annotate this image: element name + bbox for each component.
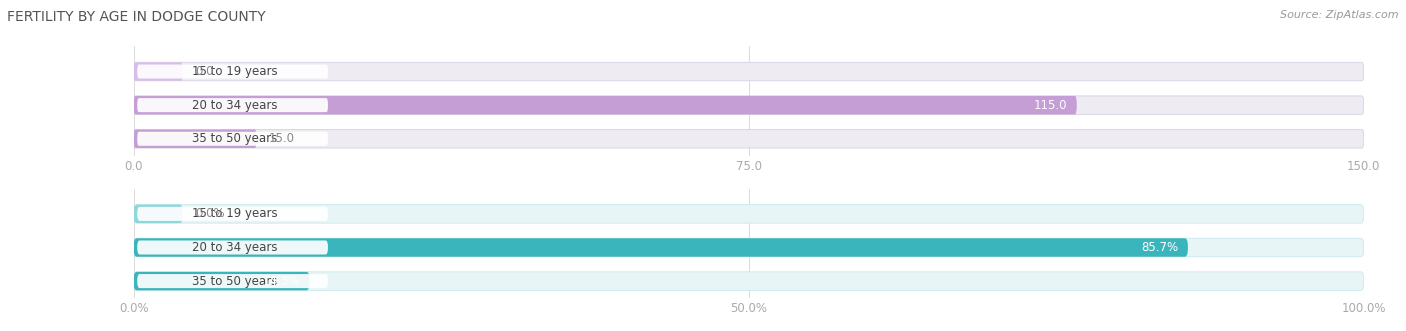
FancyBboxPatch shape bbox=[134, 96, 1364, 115]
Text: 0.0%: 0.0% bbox=[195, 208, 225, 220]
Text: 20 to 34 years: 20 to 34 years bbox=[193, 99, 278, 112]
Text: 15 to 19 years: 15 to 19 years bbox=[193, 208, 278, 220]
FancyBboxPatch shape bbox=[134, 238, 1364, 257]
FancyBboxPatch shape bbox=[138, 65, 328, 78]
Text: 15.0: 15.0 bbox=[269, 132, 295, 145]
Text: Source: ZipAtlas.com: Source: ZipAtlas.com bbox=[1281, 10, 1399, 20]
Text: 0.0: 0.0 bbox=[195, 65, 214, 78]
FancyBboxPatch shape bbox=[134, 205, 1364, 223]
FancyBboxPatch shape bbox=[134, 272, 309, 290]
FancyBboxPatch shape bbox=[134, 129, 1364, 148]
Text: 115.0: 115.0 bbox=[1033, 99, 1067, 112]
FancyBboxPatch shape bbox=[134, 62, 183, 81]
FancyBboxPatch shape bbox=[134, 205, 183, 223]
FancyBboxPatch shape bbox=[134, 129, 257, 148]
FancyBboxPatch shape bbox=[134, 96, 1077, 115]
Text: FERTILITY BY AGE IN DODGE COUNTY: FERTILITY BY AGE IN DODGE COUNTY bbox=[7, 10, 266, 24]
FancyBboxPatch shape bbox=[138, 98, 328, 112]
Text: 14.3%: 14.3% bbox=[263, 275, 299, 288]
FancyBboxPatch shape bbox=[138, 274, 328, 288]
FancyBboxPatch shape bbox=[138, 207, 328, 221]
FancyBboxPatch shape bbox=[138, 240, 328, 255]
Text: 15 to 19 years: 15 to 19 years bbox=[193, 65, 278, 78]
Text: 35 to 50 years: 35 to 50 years bbox=[193, 275, 278, 288]
FancyBboxPatch shape bbox=[138, 132, 328, 146]
FancyBboxPatch shape bbox=[134, 238, 1188, 257]
Text: 85.7%: 85.7% bbox=[1140, 241, 1178, 254]
Text: 35 to 50 years: 35 to 50 years bbox=[193, 132, 278, 145]
FancyBboxPatch shape bbox=[134, 272, 1364, 290]
FancyBboxPatch shape bbox=[134, 62, 1364, 81]
Text: 20 to 34 years: 20 to 34 years bbox=[193, 241, 278, 254]
